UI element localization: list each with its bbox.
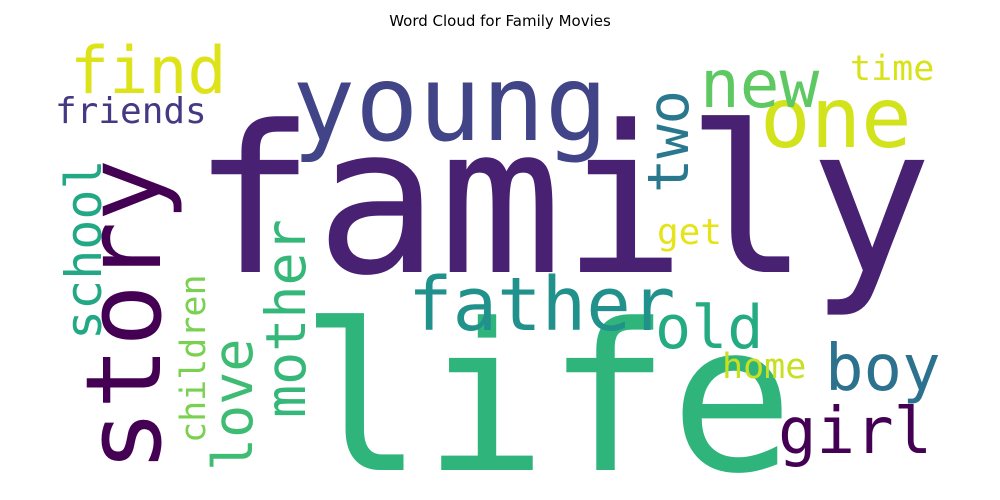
- word-children: children: [174, 274, 214, 443]
- word-love: love: [201, 339, 265, 471]
- figure-title: Word Cloud for Family Movies: [389, 12, 611, 30]
- word-get: get: [657, 212, 722, 253]
- word-time: time: [850, 49, 934, 89]
- word-mother: mother: [254, 219, 318, 418]
- word-home: home: [722, 347, 806, 387]
- word-boy: boy: [825, 332, 941, 406]
- word-life: life: [300, 281, 794, 500]
- word-family: family: [192, 83, 933, 321]
- word-story: story: [63, 159, 185, 472]
- word-friends: friends: [55, 91, 207, 132]
- word-girl: girl: [778, 395, 932, 469]
- word-school: school: [55, 159, 113, 340]
- word-find: find: [70, 34, 227, 109]
- word-father: father: [408, 262, 675, 348]
- word-new: new: [700, 46, 819, 123]
- word-one: one: [760, 69, 912, 167]
- word-young: young: [292, 43, 608, 165]
- word-two: two: [636, 90, 702, 193]
- word-old: old: [655, 293, 763, 363]
